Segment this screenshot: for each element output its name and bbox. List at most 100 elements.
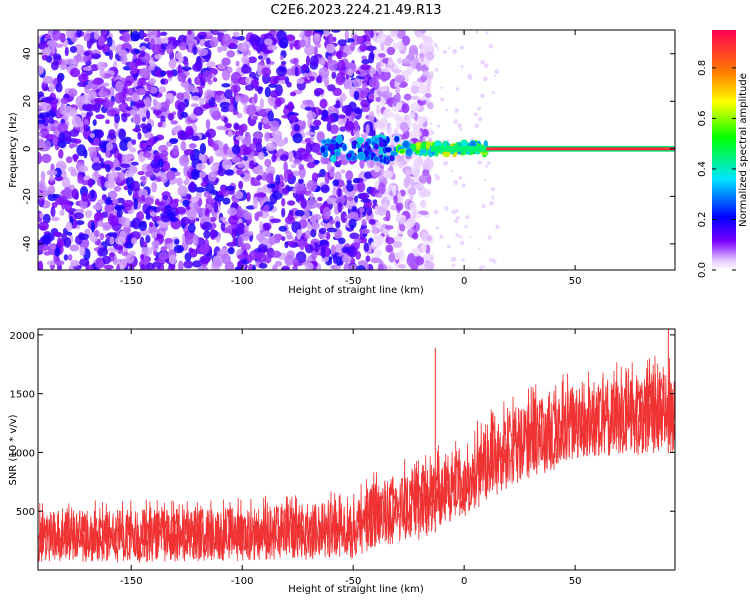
- spectrogram-blob: [221, 57, 231, 66]
- spectrogram-blob: [263, 204, 270, 213]
- spectrogram-blob: [424, 79, 433, 84]
- spectrogram-blob: [120, 163, 131, 168]
- spectrogram-blob: [421, 34, 427, 40]
- spectrogram-blob: [76, 30, 82, 38]
- spectrogram-blob: [227, 207, 238, 216]
- spectrogram-blob: [237, 163, 245, 168]
- spectrogram-blob: [347, 68, 354, 77]
- spectrogram-blob: [59, 103, 67, 115]
- spectrogram-blob: [144, 37, 150, 42]
- spectrogram-blob: [191, 95, 200, 101]
- spectrogram-blob: [434, 68, 439, 72]
- spectrogram-blob: [437, 124, 441, 128]
- spectrogram-y-axis: -40 -20 0 20 40: [22, 47, 675, 252]
- spectrogram-blob: [57, 237, 62, 247]
- spectrogram-blob: [352, 78, 362, 88]
- spectrogram-blob: [252, 115, 259, 121]
- spectrogram-blob: [185, 125, 194, 136]
- spectrogram-blob: [495, 224, 500, 229]
- spectrogram-blob: [248, 56, 257, 64]
- spectrogram-blob: [331, 30, 341, 33]
- spectrogram-blob: [412, 232, 419, 240]
- spectrogram-blob: [137, 132, 142, 140]
- spectrogram-blob: [368, 111, 375, 123]
- spectrogram-blob: [480, 60, 485, 65]
- spectrogram-blob: [44, 232, 55, 242]
- spectrogram-blob: [145, 170, 154, 178]
- spectrogram-blob: [112, 198, 119, 205]
- snr-y-label: SNR (10 * v/v): [8, 414, 19, 485]
- spectrogram-blob: [268, 120, 280, 132]
- spectrogram-blob: [413, 157, 424, 168]
- spectrogram-blob: [385, 244, 394, 253]
- spectrogram-blob: [337, 187, 342, 198]
- spectrogram-blob: [109, 252, 116, 257]
- spectrogram-blob: [451, 256, 457, 262]
- spectrogram-blob: [281, 197, 286, 207]
- spectrogram-blob: [190, 168, 200, 180]
- spectrogram-blob: [121, 31, 131, 43]
- spectrogram-blob: [204, 132, 211, 138]
- spectrogram-blob: [278, 225, 288, 232]
- spectrogram-blob: [435, 226, 439, 230]
- spectrogram-blob: [249, 160, 255, 170]
- spectrogram-blob: [182, 199, 190, 207]
- spectrogram-blob: [492, 91, 495, 94]
- spectrogram-blob: [142, 125, 149, 134]
- spectrogram-blob: [341, 246, 351, 254]
- spectrogram-blob: [372, 199, 378, 205]
- spectrogram-blob: [303, 242, 309, 248]
- spectrogram-blob: [206, 61, 216, 68]
- spectrogram-blob: [332, 179, 340, 187]
- spectrogram-blob: [63, 254, 69, 261]
- spectrogram-blob: [105, 99, 115, 108]
- spectrogram-blob: [393, 30, 399, 35]
- spectrogram-blob: [378, 259, 383, 264]
- spectrogram-blob: [108, 49, 113, 60]
- spectrogram-blob: [97, 129, 103, 139]
- spectrogram-blob: [298, 163, 305, 171]
- spectrogram-blob: [116, 197, 125, 204]
- spectrogram-blob: [217, 46, 223, 53]
- snr-panel: -150 -100 -50 0 50 500 1000 1500 2000 Height of…: [8, 328, 676, 595]
- spectrogram-blob: [436, 48, 440, 51]
- spectrogram-blob: [232, 31, 240, 37]
- spectrogram-blob: [84, 84, 90, 94]
- spectrogram-blob: [275, 97, 282, 108]
- spectrogram-blob: [387, 56, 394, 66]
- spectrogram-blob: [363, 171, 373, 179]
- spectrogram-blob: [106, 109, 118, 117]
- spectrogram-blob: [39, 112, 51, 118]
- spectrogram-blob: [58, 149, 64, 159]
- spectrogram-blob: [190, 153, 195, 162]
- spectrogram-blob: [137, 102, 146, 108]
- spectrogram-blob: [140, 264, 146, 270]
- spectrogram-blob: [304, 106, 313, 111]
- spectrogram-blob: [481, 204, 486, 209]
- spectrogram-blob: [296, 78, 305, 84]
- spectrogram-blob: [162, 194, 169, 201]
- spectrogram-blob: [236, 205, 243, 218]
- spectrogram-blob: [79, 246, 86, 257]
- spectrogram-blob: [173, 244, 184, 254]
- spectrogram-blob: [336, 134, 343, 144]
- spectrogram-blob: [292, 133, 303, 144]
- spectrogram-blob: [241, 55, 250, 65]
- spectrogram-blob: [425, 244, 431, 254]
- spectrogram-blob: [459, 128, 463, 132]
- spectrogram-blob: [143, 151, 152, 158]
- spectrogram-blob: [349, 232, 360, 240]
- spectrogram-blob: [283, 161, 288, 173]
- spectrogram-blob: [86, 111, 94, 117]
- spectrogram-blob: [209, 36, 219, 48]
- spectrogram-blob: [400, 121, 409, 133]
- spectrogram-blob: [94, 229, 100, 238]
- spectrogram-blob: [485, 31, 489, 34]
- spectrogram-blob: [195, 186, 206, 193]
- spectrogram-blob: [237, 253, 247, 260]
- spectrogram-blob: [169, 138, 179, 144]
- spectrogram-blob: [114, 92, 124, 104]
- spectrogram-blob: [132, 128, 142, 132]
- spectrogram-blob: [101, 194, 108, 202]
- spectrogram-x-axis: -150 -100 -50 0 50: [120, 30, 581, 287]
